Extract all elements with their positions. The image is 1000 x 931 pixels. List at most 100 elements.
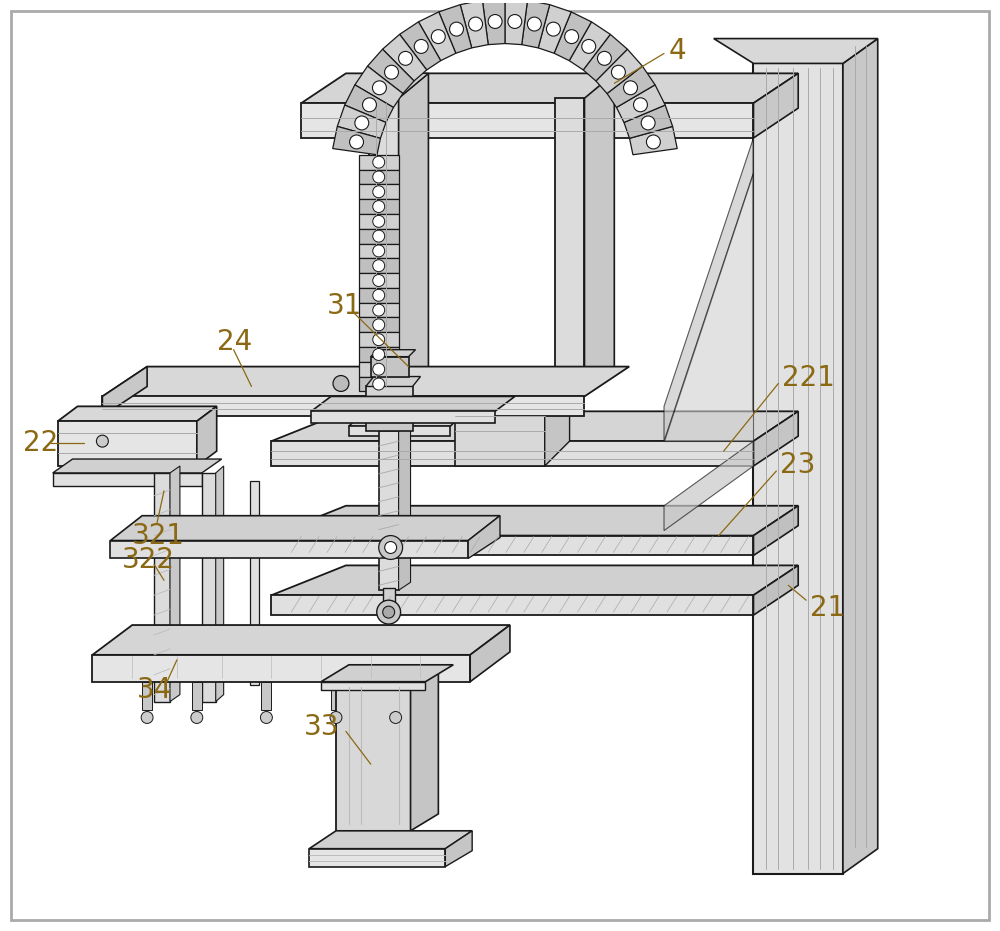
Polygon shape xyxy=(250,481,259,684)
Circle shape xyxy=(373,215,385,227)
Polygon shape xyxy=(368,49,414,93)
Circle shape xyxy=(363,98,376,112)
Circle shape xyxy=(373,245,385,257)
Polygon shape xyxy=(555,98,584,391)
Polygon shape xyxy=(359,303,399,317)
Polygon shape xyxy=(383,588,395,602)
Polygon shape xyxy=(369,74,428,98)
Polygon shape xyxy=(102,367,147,416)
Text: 23: 23 xyxy=(780,451,816,479)
Text: 4: 4 xyxy=(669,37,687,65)
Polygon shape xyxy=(753,565,798,615)
Circle shape xyxy=(488,15,502,29)
Polygon shape xyxy=(321,681,425,690)
Polygon shape xyxy=(311,412,495,424)
Polygon shape xyxy=(359,362,399,377)
Circle shape xyxy=(431,30,445,44)
Polygon shape xyxy=(664,138,753,441)
Polygon shape xyxy=(753,412,798,466)
Polygon shape xyxy=(359,244,399,258)
Circle shape xyxy=(641,116,655,130)
Polygon shape xyxy=(470,625,510,681)
Circle shape xyxy=(373,200,385,212)
Polygon shape xyxy=(271,535,753,556)
Polygon shape xyxy=(607,66,655,107)
Polygon shape xyxy=(455,373,570,397)
Polygon shape xyxy=(197,406,217,466)
Circle shape xyxy=(373,348,385,360)
Polygon shape xyxy=(337,105,386,139)
Polygon shape xyxy=(58,421,197,466)
Polygon shape xyxy=(359,169,399,184)
Polygon shape xyxy=(616,85,665,123)
Polygon shape xyxy=(92,625,510,654)
Polygon shape xyxy=(843,38,878,873)
Polygon shape xyxy=(714,38,878,63)
Circle shape xyxy=(141,711,153,723)
Polygon shape xyxy=(359,347,399,362)
Polygon shape xyxy=(271,412,798,441)
Polygon shape xyxy=(366,406,413,431)
Polygon shape xyxy=(545,373,570,466)
Text: 321: 321 xyxy=(132,521,185,549)
Circle shape xyxy=(373,333,385,345)
Circle shape xyxy=(377,600,401,624)
Circle shape xyxy=(383,606,395,618)
Polygon shape xyxy=(349,426,450,437)
Circle shape xyxy=(373,186,385,197)
Circle shape xyxy=(373,156,385,169)
Circle shape xyxy=(373,378,385,390)
Text: 221: 221 xyxy=(782,363,835,392)
Circle shape xyxy=(96,435,108,447)
Polygon shape xyxy=(271,506,798,535)
Polygon shape xyxy=(349,412,465,426)
Polygon shape xyxy=(399,74,428,391)
Circle shape xyxy=(379,535,403,560)
Polygon shape xyxy=(371,350,416,357)
Polygon shape xyxy=(102,367,629,397)
Polygon shape xyxy=(309,849,445,867)
Polygon shape xyxy=(301,74,798,103)
Polygon shape xyxy=(369,98,399,391)
Circle shape xyxy=(333,375,349,391)
Circle shape xyxy=(372,81,386,95)
Circle shape xyxy=(469,17,483,31)
Polygon shape xyxy=(142,681,152,709)
Circle shape xyxy=(385,542,397,553)
Circle shape xyxy=(582,39,596,53)
Circle shape xyxy=(414,39,428,53)
Polygon shape xyxy=(445,830,472,867)
Polygon shape xyxy=(110,516,500,541)
Polygon shape xyxy=(216,466,224,702)
Polygon shape xyxy=(336,681,411,830)
Text: 31: 31 xyxy=(327,292,362,320)
Polygon shape xyxy=(554,12,591,61)
Text: 322: 322 xyxy=(122,546,175,574)
Circle shape xyxy=(399,51,412,65)
Circle shape xyxy=(191,711,203,723)
Polygon shape xyxy=(583,34,627,81)
Circle shape xyxy=(450,22,463,36)
Polygon shape xyxy=(538,5,571,53)
Polygon shape xyxy=(102,397,584,416)
Polygon shape xyxy=(455,397,545,466)
Circle shape xyxy=(527,17,541,31)
Text: 34: 34 xyxy=(137,676,173,704)
Polygon shape xyxy=(522,0,550,47)
Polygon shape xyxy=(753,63,843,873)
Polygon shape xyxy=(468,516,500,559)
Circle shape xyxy=(373,230,385,242)
Polygon shape xyxy=(271,565,798,595)
Polygon shape xyxy=(664,441,753,531)
Circle shape xyxy=(355,116,369,130)
Polygon shape xyxy=(311,397,515,412)
Text: 24: 24 xyxy=(217,328,252,356)
Polygon shape xyxy=(192,681,202,709)
Polygon shape xyxy=(569,21,610,70)
Polygon shape xyxy=(309,830,472,849)
Circle shape xyxy=(546,22,560,36)
Circle shape xyxy=(350,135,364,149)
Polygon shape xyxy=(391,681,401,709)
Polygon shape xyxy=(359,258,399,273)
Polygon shape xyxy=(482,0,505,45)
